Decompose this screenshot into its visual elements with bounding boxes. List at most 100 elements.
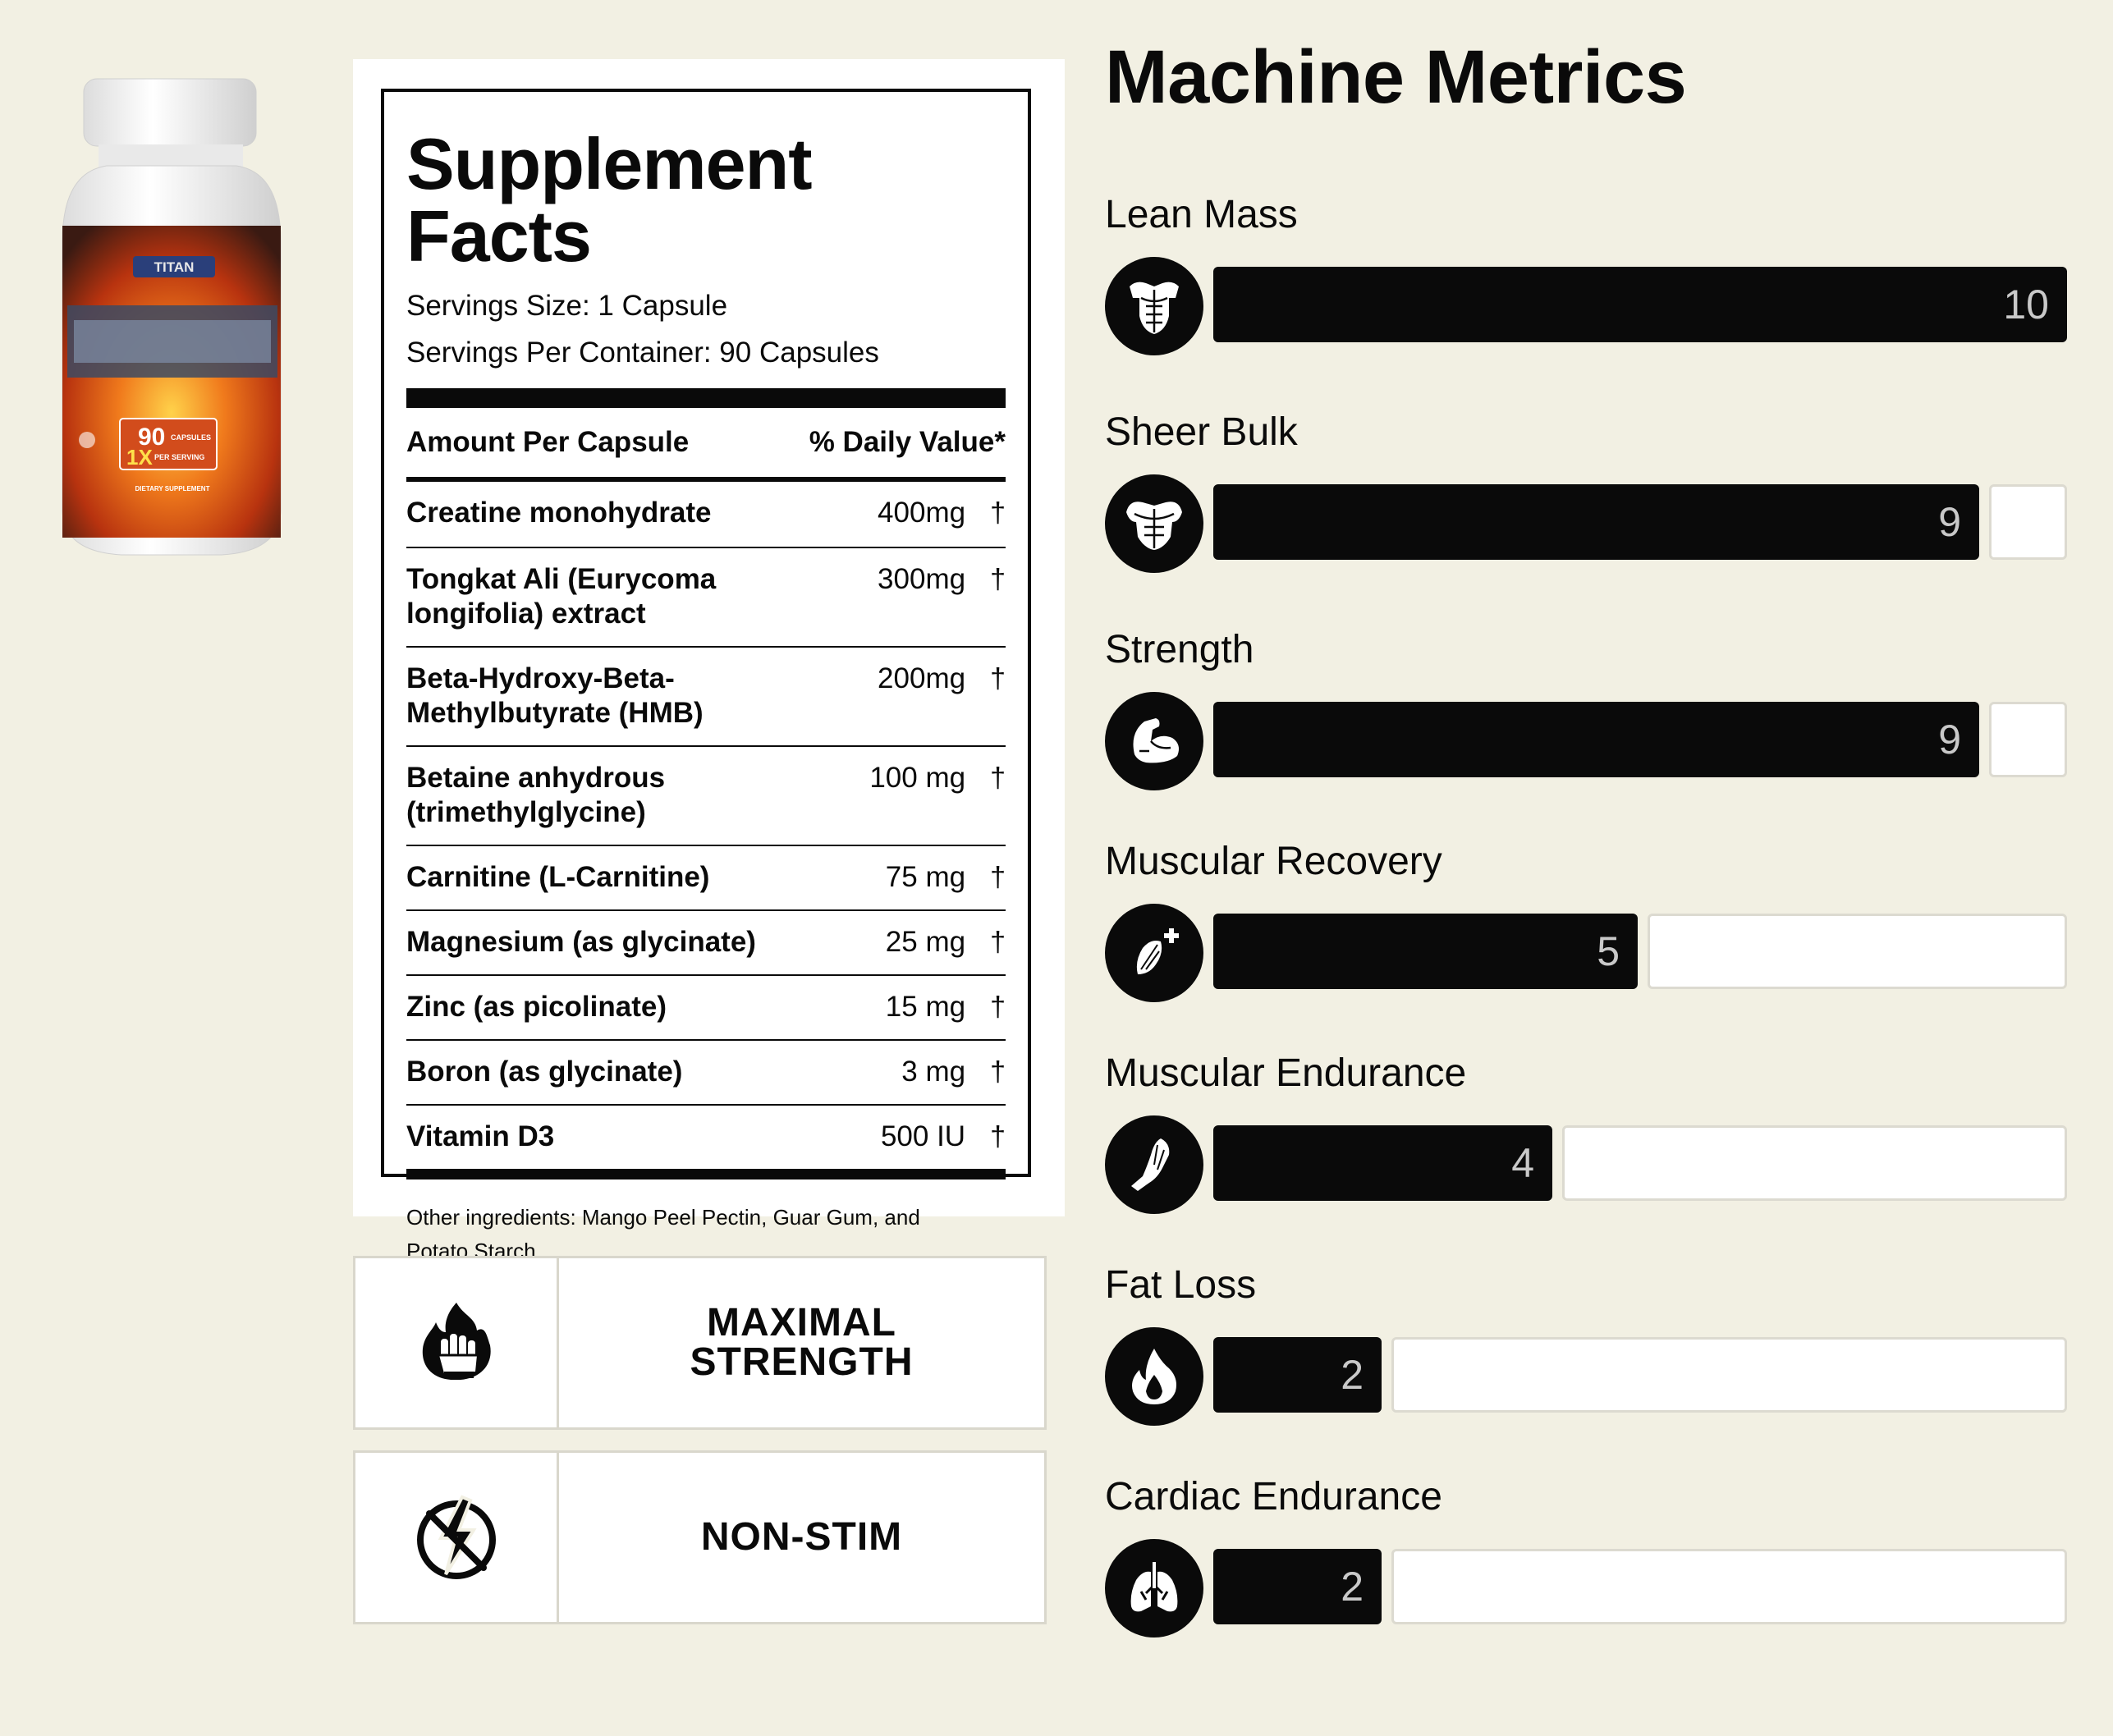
ingredient-name: Beta-Hydroxy-Beta-Methylbutyrate (HMB) <box>406 662 704 729</box>
metric-bar-track: 9 <box>1213 702 2067 777</box>
daily-value-mark: † <box>990 663 1006 694</box>
divider-medium <box>406 477 1006 482</box>
ingredient-name: Vitamin D3 <box>406 1120 555 1152</box>
daily-value-mark: † <box>990 497 1006 529</box>
metric-value: 4 <box>1511 1140 1534 1186</box>
daily-value-mark: † <box>990 1121 1006 1152</box>
metric-label: Cardiac Endurance <box>1105 1475 1442 1518</box>
daily-value-mark: † <box>990 564 1006 595</box>
metric-bar-track: 10 <box>1213 267 2067 342</box>
metric-bar-remainder <box>1989 702 2067 777</box>
metric-bar-fill: 9 <box>1213 484 1979 560</box>
svg-text:1X: 1X <box>126 445 153 469</box>
metric-bar-track: 9 <box>1213 484 2067 560</box>
ingredient-amount: 200mg <box>878 662 966 694</box>
ingredient-name: Zinc (as picolinate) <box>406 991 667 1023</box>
ingredient-row: Vitamin D3 500 IU † <box>406 1104 1006 1169</box>
muscle-plus-icon <box>1105 904 1203 1002</box>
svg-text:PER SERVING: PER SERVING <box>154 453 204 461</box>
bulk-torso-icon <box>1105 474 1203 573</box>
metric-value: 2 <box>1341 1564 1364 1610</box>
ingredient-list: Creatine monohydrate 400mg † Tongkat Ali … <box>406 482 1006 1169</box>
metric-strength: Strength 9 <box>1105 630 2067 795</box>
ingredient-amount: 25 mg <box>885 926 966 958</box>
daily-value-mark: † <box>990 992 1006 1023</box>
metric-bar-track: 5 <box>1213 914 2067 989</box>
daily-value-mark: † <box>990 862 1006 893</box>
svg-text:TITAN: TITAN <box>154 259 195 275</box>
metric-value: 9 <box>1938 499 1961 545</box>
ingredient-amount: 400mg <box>878 497 966 529</box>
metric-label: Fat Loss <box>1105 1263 1257 1307</box>
metrics-title: Machine Metrics <box>1105 35 1687 119</box>
metric-value: 5 <box>1597 928 1620 974</box>
ingredient-name: Betaine anhydrous (trimethylglycine) <box>406 762 666 828</box>
metric-value: 10 <box>2003 282 2049 328</box>
daily-value-mark: † <box>990 927 1006 958</box>
ingredient-amount: 15 mg <box>885 991 966 1023</box>
ingredient-name: Creatine monohydrate <box>406 497 712 529</box>
metric-bar-track: 4 <box>1213 1125 2067 1201</box>
feature-icon-cell <box>355 1453 559 1622</box>
svg-text:CAPSULES: CAPSULES <box>171 433 211 442</box>
metric-label: Sheer Bulk <box>1105 410 1298 454</box>
ingredient-row: Zinc (as picolinate) 15 mg † <box>406 974 1006 1039</box>
metric-label: Lean Mass <box>1105 193 1298 236</box>
servings-per-container: Servings Per Container: 90 Capsules <box>406 336 879 369</box>
ingredient-amount: 75 mg <box>885 861 966 893</box>
metric-cardiac-endurance: Cardiac Endurance 2 <box>1105 1477 2067 1642</box>
metric-bar-remainder <box>1391 1337 2067 1413</box>
metric-bar-track: 2 <box>1213 1549 2067 1624</box>
metric-label: Strength <box>1105 628 1254 671</box>
ingredient-name: Tongkat Ali (Eurycoma longifolia) extrac… <box>406 563 717 630</box>
metric-muscular-recovery: Muscular Recovery 5 <box>1105 842 2067 1006</box>
lungs-icon <box>1105 1539 1203 1638</box>
supplement-facts-title: Supplement Facts <box>406 123 813 277</box>
torso-icon <box>1105 257 1203 355</box>
metric-muscular-endurance: Muscular Endurance 4 <box>1105 1054 2067 1218</box>
metric-bar-remainder <box>1391 1549 2067 1624</box>
divider-thick <box>406 388 1006 408</box>
svg-text:90: 90 <box>138 424 165 451</box>
ingredient-row: Creatine monohydrate 400mg † <box>406 482 1006 547</box>
no-stimulant-icon <box>416 1495 496 1579</box>
metric-bar-fill: 9 <box>1213 702 1979 777</box>
flexed-arm-icon <box>1105 692 1203 790</box>
ingredient-amount: 3 mg <box>901 1056 966 1088</box>
feature-label: MAXIMAL STRENGTH <box>690 1301 914 1384</box>
ingredient-amount: 100 mg <box>869 762 966 794</box>
metric-bar-fill: 4 <box>1213 1125 1552 1201</box>
metric-value: 2 <box>1341 1352 1364 1398</box>
metric-bar-remainder <box>1989 484 2067 560</box>
metric-bar-fill: 2 <box>1213 1549 1382 1624</box>
metric-sheer-bulk: Sheer Bulk 9 <box>1105 413 2067 577</box>
metric-bar-fill: 10 <box>1213 267 2067 342</box>
feature-icon-cell <box>355 1258 559 1427</box>
metric-lean-mass: Lean Mass 10 <box>1105 195 2067 360</box>
ingredient-row: Carnitine (L-Carnitine) 75 mg † <box>406 845 1006 909</box>
feature-non-stim: NON-STIM <box>353 1450 1047 1624</box>
metric-bar-fill: 5 <box>1213 914 1638 989</box>
facts-header-row: Amount Per Capsule % Daily Value* <box>406 408 1006 477</box>
ingredient-row: Boron (as glycinate) 3 mg † <box>406 1039 1006 1104</box>
metric-bar-remainder <box>1562 1125 2067 1201</box>
ingredient-row: Magnesium (as glycinate) 25 mg † <box>406 909 1006 974</box>
ingredient-row: Beta-Hydroxy-Beta-Methylbutyrate (HMB) 2… <box>406 646 1006 745</box>
metric-bar-fill: 2 <box>1213 1337 1382 1413</box>
ingredient-name: Carnitine (L-Carnitine) <box>406 861 710 893</box>
flame-icon <box>1105 1327 1203 1426</box>
ingredient-name: Magnesium (as glycinate) <box>406 926 756 958</box>
leg-muscle-icon <box>1105 1115 1203 1214</box>
daily-value-label: % Daily Value* <box>809 426 1006 458</box>
supplement-facts-card: Supplement Facts Servings Size: 1 Capsul… <box>353 59 1065 1263</box>
ingredient-amount: 500 IU <box>880 1120 966 1152</box>
ingredient-row: Tongkat Ali (Eurycoma longifolia) extrac… <box>406 547 1006 646</box>
serving-size: Servings Size: 1 Capsule <box>406 290 728 322</box>
ingredient-name: Boron (as glycinate) <box>406 1056 683 1088</box>
product-bottle-image: TITAN 90 CAPSULES 1X PER SERVING DIETARY… <box>62 78 282 556</box>
daily-value-mark: † <box>990 1056 1006 1088</box>
svg-text:DIETARY SUPPLEMENT: DIETARY SUPPLEMENT <box>135 485 210 492</box>
metric-label: Muscular Endurance <box>1105 1051 1467 1095</box>
amount-per-capsule-label: Amount Per Capsule <box>406 426 690 458</box>
metric-label: Muscular Recovery <box>1105 840 1442 883</box>
